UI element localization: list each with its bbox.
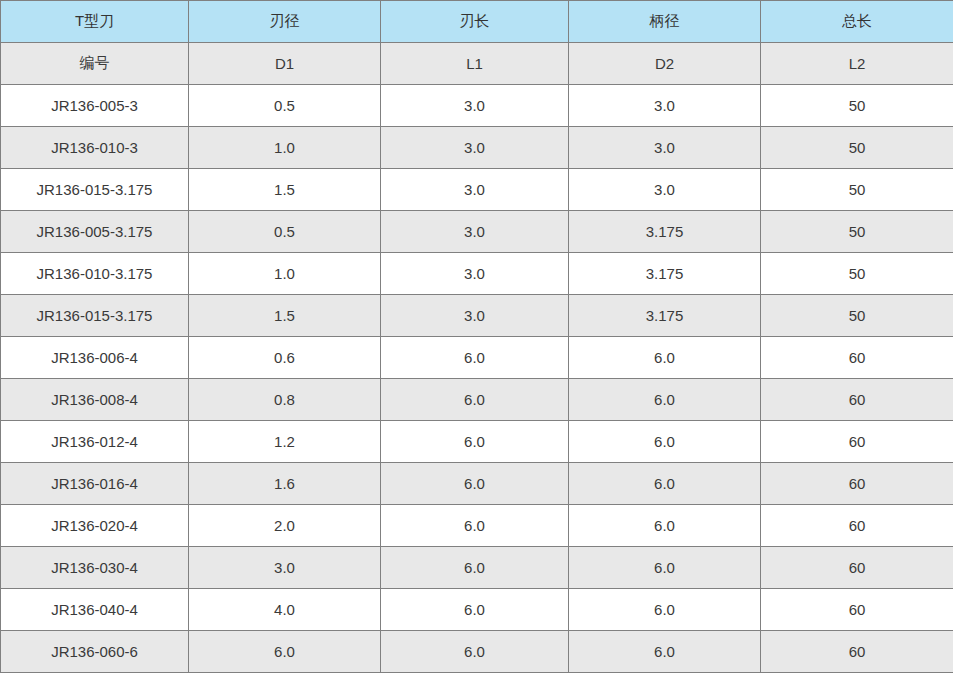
model-code-cell: JR136-005-3.175 bbox=[1, 211, 189, 253]
d1-value-cell: 3.0 bbox=[189, 547, 381, 589]
d2-value-cell: 6.0 bbox=[569, 505, 761, 547]
model-code-cell: JR136-016-4 bbox=[1, 463, 189, 505]
l1-value-cell: 6.0 bbox=[381, 379, 569, 421]
d2-value-cell: 3.175 bbox=[569, 211, 761, 253]
d2-value-cell: 3.175 bbox=[569, 253, 761, 295]
model-code-cell: JR136-010-3.175 bbox=[1, 253, 189, 295]
d1-value-cell: 0.6 bbox=[189, 337, 381, 379]
l1-value-cell: 6.0 bbox=[381, 505, 569, 547]
l1-value-cell: 6.0 bbox=[381, 337, 569, 379]
model-code-cell: JR136-015-3.175 bbox=[1, 295, 189, 337]
l2-value-cell: 60 bbox=[761, 421, 953, 463]
l2-value-cell: 60 bbox=[761, 337, 953, 379]
l2-value-cell: 50 bbox=[761, 253, 953, 295]
header-cell-l1: L1 bbox=[381, 43, 569, 85]
table-row: JR136-015-3.175 1.5 3.0 3.0 50 bbox=[1, 169, 953, 211]
d1-value-cell: 1.0 bbox=[189, 127, 381, 169]
l2-value-cell: 60 bbox=[761, 379, 953, 421]
model-code-cell: JR136-005-3 bbox=[1, 85, 189, 127]
d1-value-cell: 1.2 bbox=[189, 421, 381, 463]
model-code-cell: JR136-008-4 bbox=[1, 379, 189, 421]
d2-value-cell: 3.175 bbox=[569, 295, 761, 337]
d1-value-cell: 1.5 bbox=[189, 169, 381, 211]
l1-value-cell: 6.0 bbox=[381, 589, 569, 631]
d2-value-cell: 6.0 bbox=[569, 631, 761, 673]
l2-value-cell: 50 bbox=[761, 211, 953, 253]
d2-value-cell: 3.0 bbox=[569, 85, 761, 127]
model-code-cell: JR136-010-3 bbox=[1, 127, 189, 169]
l2-value-cell: 60 bbox=[761, 631, 953, 673]
table-row: JR136-012-4 1.2 6.0 6.0 60 bbox=[1, 421, 953, 463]
model-code-cell: JR136-040-4 bbox=[1, 589, 189, 631]
l1-value-cell: 6.0 bbox=[381, 421, 569, 463]
table-row: JR136-030-4 3.0 6.0 6.0 60 bbox=[1, 547, 953, 589]
header-cell-l2: L2 bbox=[761, 43, 953, 85]
d1-value-cell: 1.6 bbox=[189, 463, 381, 505]
d1-value-cell: 1.5 bbox=[189, 295, 381, 337]
l2-value-cell: 50 bbox=[761, 169, 953, 211]
l2-value-cell: 50 bbox=[761, 85, 953, 127]
model-code-cell: JR136-015-3.175 bbox=[1, 169, 189, 211]
d1-value-cell: 6.0 bbox=[189, 631, 381, 673]
l1-value-cell: 3.0 bbox=[381, 85, 569, 127]
d2-value-cell: 6.0 bbox=[569, 547, 761, 589]
d2-value-cell: 3.0 bbox=[569, 127, 761, 169]
d2-value-cell: 6.0 bbox=[569, 379, 761, 421]
table-row: JR136-005-3.175 0.5 3.0 3.175 50 bbox=[1, 211, 953, 253]
l2-value-cell: 60 bbox=[761, 547, 953, 589]
d1-value-cell: 0.8 bbox=[189, 379, 381, 421]
l1-value-cell: 3.0 bbox=[381, 169, 569, 211]
d2-value-cell: 6.0 bbox=[569, 421, 761, 463]
table-row: JR136-008-4 0.8 6.0 6.0 60 bbox=[1, 379, 953, 421]
d1-value-cell: 1.0 bbox=[189, 253, 381, 295]
l1-value-cell: 3.0 bbox=[381, 295, 569, 337]
d1-value-cell: 2.0 bbox=[189, 505, 381, 547]
l1-value-cell: 6.0 bbox=[381, 631, 569, 673]
l1-value-cell: 3.0 bbox=[381, 253, 569, 295]
d2-value-cell: 6.0 bbox=[569, 463, 761, 505]
header-cell-tool-type: T型刀 bbox=[1, 1, 189, 43]
table-row: JR136-040-4 4.0 6.0 6.0 60 bbox=[1, 589, 953, 631]
table-row: JR136-005-3 0.5 3.0 3.0 50 bbox=[1, 85, 953, 127]
l1-value-cell: 3.0 bbox=[381, 211, 569, 253]
header-cell-total-length: 总长 bbox=[761, 1, 953, 43]
d2-value-cell: 6.0 bbox=[569, 337, 761, 379]
header-cell-d1: D1 bbox=[189, 43, 381, 85]
l2-value-cell: 60 bbox=[761, 463, 953, 505]
model-code-cell: JR136-030-4 bbox=[1, 547, 189, 589]
table-row: JR136-010-3 1.0 3.0 3.0 50 bbox=[1, 127, 953, 169]
d1-value-cell: 4.0 bbox=[189, 589, 381, 631]
header-cell-shank-diameter: 柄径 bbox=[569, 1, 761, 43]
model-code-cell: JR136-006-4 bbox=[1, 337, 189, 379]
l1-value-cell: 6.0 bbox=[381, 463, 569, 505]
l2-value-cell: 50 bbox=[761, 295, 953, 337]
header-cell-d2: D2 bbox=[569, 43, 761, 85]
table-row: JR136-015-3.175 1.5 3.0 3.175 50 bbox=[1, 295, 953, 337]
table-header-row-secondary: 编号 D1 L1 D2 L2 bbox=[1, 43, 953, 85]
l1-value-cell: 3.0 bbox=[381, 127, 569, 169]
table-header-row-primary: T型刀 刃径 刃长 柄径 总长 bbox=[1, 1, 953, 43]
model-code-cell: JR136-012-4 bbox=[1, 421, 189, 463]
model-code-cell: JR136-020-4 bbox=[1, 505, 189, 547]
header-cell-model-number: 编号 bbox=[1, 43, 189, 85]
l2-value-cell: 60 bbox=[761, 589, 953, 631]
model-code-cell: JR136-060-6 bbox=[1, 631, 189, 673]
l1-value-cell: 6.0 bbox=[381, 547, 569, 589]
l2-value-cell: 50 bbox=[761, 127, 953, 169]
table-row: JR136-060-6 6.0 6.0 6.0 60 bbox=[1, 631, 953, 673]
table-row: JR136-010-3.175 1.0 3.0 3.175 50 bbox=[1, 253, 953, 295]
header-cell-blade-diameter: 刃径 bbox=[189, 1, 381, 43]
table-row: JR136-006-4 0.6 6.0 6.0 60 bbox=[1, 337, 953, 379]
table-row: JR136-016-4 1.6 6.0 6.0 60 bbox=[1, 463, 953, 505]
l2-value-cell: 60 bbox=[761, 505, 953, 547]
header-cell-blade-length: 刃长 bbox=[381, 1, 569, 43]
table-row: JR136-020-4 2.0 6.0 6.0 60 bbox=[1, 505, 953, 547]
d2-value-cell: 3.0 bbox=[569, 169, 761, 211]
tool-spec-table: T型刀 刃径 刃长 柄径 总长 编号 D1 L1 D2 L2 JR136-005… bbox=[0, 0, 953, 673]
d1-value-cell: 0.5 bbox=[189, 211, 381, 253]
d1-value-cell: 0.5 bbox=[189, 85, 381, 127]
d2-value-cell: 6.0 bbox=[569, 589, 761, 631]
